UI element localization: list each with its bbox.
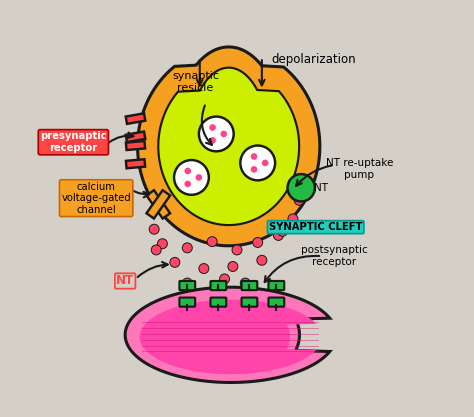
Circle shape	[182, 243, 192, 253]
Text: postsynaptic
receptor: postsynaptic receptor	[301, 245, 368, 267]
FancyBboxPatch shape	[210, 298, 226, 306]
Text: SYNAPTIC CLEFT: SYNAPTIC CLEFT	[269, 222, 363, 232]
FancyBboxPatch shape	[210, 281, 226, 290]
Polygon shape	[126, 141, 145, 150]
Circle shape	[207, 237, 217, 246]
Circle shape	[182, 278, 192, 288]
Text: NT: NT	[116, 274, 134, 287]
Text: NT: NT	[314, 183, 328, 193]
Circle shape	[288, 214, 298, 224]
Circle shape	[251, 153, 257, 160]
Circle shape	[157, 239, 167, 249]
FancyBboxPatch shape	[268, 298, 284, 306]
FancyBboxPatch shape	[180, 298, 195, 306]
Circle shape	[151, 245, 161, 255]
FancyBboxPatch shape	[180, 281, 195, 290]
Circle shape	[209, 137, 216, 144]
Circle shape	[170, 257, 180, 267]
Circle shape	[294, 195, 304, 205]
Circle shape	[228, 261, 238, 271]
Circle shape	[199, 264, 209, 274]
Polygon shape	[125, 287, 330, 382]
FancyBboxPatch shape	[242, 281, 257, 290]
Circle shape	[199, 116, 234, 151]
Circle shape	[262, 160, 268, 166]
Polygon shape	[137, 47, 320, 246]
Circle shape	[196, 174, 202, 181]
Text: presynaptic
receptor: presynaptic receptor	[40, 131, 107, 153]
Text: synaptic
resicle: synaptic resicle	[172, 71, 219, 93]
Circle shape	[257, 255, 267, 265]
Polygon shape	[140, 300, 316, 374]
FancyBboxPatch shape	[268, 281, 284, 290]
Circle shape	[240, 278, 250, 288]
Text: calcium
voltage-gated
channel: calcium voltage-gated channel	[61, 181, 131, 215]
Polygon shape	[158, 68, 299, 225]
Circle shape	[149, 224, 159, 234]
Text: NT re-uptake
pump: NT re-uptake pump	[326, 158, 393, 180]
Polygon shape	[126, 159, 145, 168]
Circle shape	[278, 226, 288, 236]
Circle shape	[288, 174, 315, 201]
Circle shape	[273, 231, 283, 240]
Circle shape	[209, 124, 216, 131]
Text: depolarization: depolarization	[271, 53, 356, 66]
Polygon shape	[146, 190, 170, 219]
Circle shape	[253, 238, 263, 247]
Polygon shape	[126, 131, 146, 142]
Polygon shape	[146, 190, 170, 219]
Circle shape	[219, 274, 229, 284]
Polygon shape	[126, 113, 146, 124]
Circle shape	[184, 181, 191, 187]
Circle shape	[251, 166, 257, 173]
Circle shape	[174, 160, 209, 195]
Circle shape	[232, 245, 242, 255]
Circle shape	[240, 146, 275, 180]
Circle shape	[184, 168, 191, 174]
Circle shape	[220, 131, 227, 137]
FancyBboxPatch shape	[242, 298, 257, 306]
